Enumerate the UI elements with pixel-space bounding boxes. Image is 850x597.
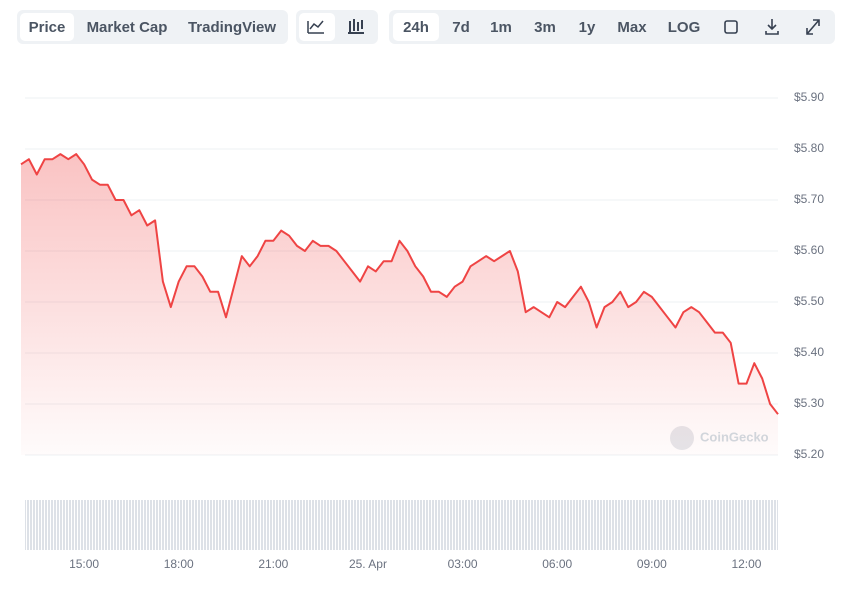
x-tick-label: 18:00: [164, 557, 194, 571]
y-tick-label: $5.90: [794, 90, 824, 104]
candle-icon[interactable]: [348, 19, 364, 34]
x-tick-label: 12:00: [731, 557, 761, 571]
range-button[interactable]: 7d: [452, 19, 470, 36]
y-tick-label: $5.70: [794, 192, 824, 206]
x-tick-label: 21:00: [258, 557, 288, 571]
x-tick-label: 25. Apr: [349, 557, 387, 571]
y-tick-label: $5.40: [794, 345, 824, 359]
range-button[interactable]: Max: [617, 19, 647, 36]
range-button[interactable]: 1y: [579, 19, 596, 36]
y-tick-label: $5.30: [794, 396, 824, 410]
download-icon[interactable]: [765, 19, 779, 35]
tab-group: [17, 10, 288, 44]
y-tick-label: $5.80: [794, 141, 824, 155]
range-button[interactable]: 1m: [490, 19, 512, 36]
tab[interactable]: Price: [29, 19, 66, 36]
x-tick-label: 06:00: [542, 557, 572, 571]
x-tick-label: 03:00: [448, 557, 478, 571]
line-icon[interactable]: [307, 20, 324, 34]
x-tick-label: 09:00: [637, 557, 667, 571]
tab[interactable]: Market Cap: [87, 19, 168, 36]
volume-bars: [25, 500, 778, 550]
active-range: [393, 13, 439, 41]
range-button[interactable]: 3m: [534, 19, 556, 36]
y-tick-label: $5.50: [794, 294, 824, 308]
y-tick-label: $5.60: [794, 243, 824, 257]
watermark: CoinGecko: [700, 429, 769, 444]
y-tick-label: $5.20: [794, 447, 824, 461]
range-button[interactable]: LOG: [668, 19, 701, 36]
price-line: [20, 153, 779, 415]
x-tick-label: 15:00: [69, 557, 99, 571]
range-group: [389, 10, 835, 44]
active-tab: [20, 13, 74, 41]
range-button[interactable]: 24h: [403, 19, 429, 36]
expand-icon[interactable]: [806, 19, 820, 35]
calendar-icon[interactable]: [724, 20, 738, 34]
area-fill: [21, 154, 778, 455]
tab[interactable]: TradingView: [188, 19, 276, 36]
